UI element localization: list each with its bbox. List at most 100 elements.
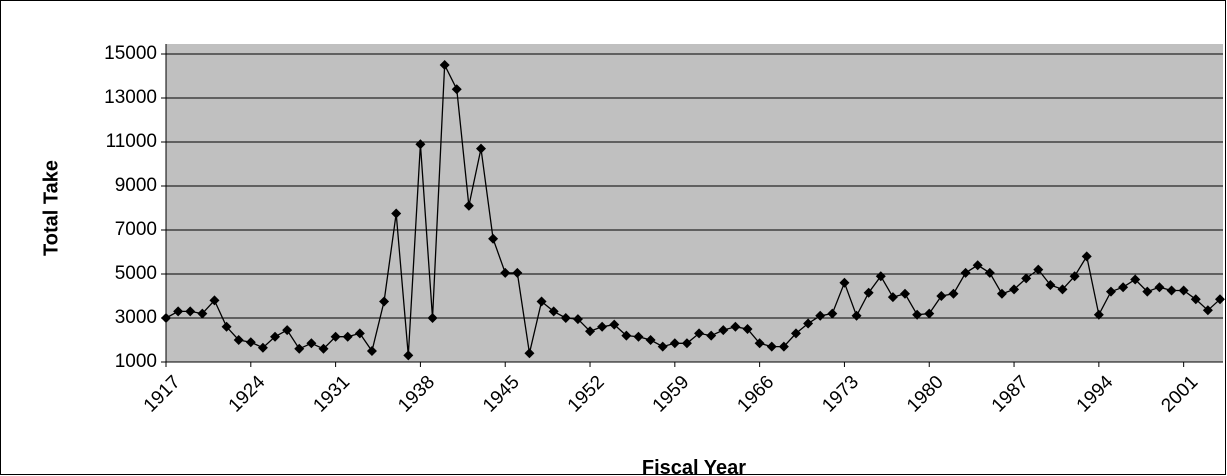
marker <box>851 310 862 321</box>
y-tick-label: 15000 <box>104 43 157 64</box>
marker <box>173 306 184 317</box>
y-tick-label: 7000 <box>115 219 157 240</box>
marker <box>1190 294 1201 305</box>
marker <box>197 308 208 319</box>
marker <box>730 321 741 332</box>
marker <box>1154 282 1165 293</box>
marker <box>500 267 511 278</box>
marker <box>936 291 947 301</box>
marker <box>839 277 850 288</box>
marker <box>718 325 729 336</box>
marker <box>1057 284 1068 295</box>
series-line <box>165 62 1221 356</box>
marker <box>294 343 305 354</box>
marker <box>1142 286 1153 297</box>
marker <box>948 288 959 299</box>
y-tick-label: 1000 <box>115 351 157 372</box>
marker <box>875 271 886 282</box>
marker <box>245 337 256 348</box>
marker <box>681 338 692 349</box>
marker <box>391 208 402 219</box>
marker <box>282 325 293 336</box>
marker <box>1081 251 1092 262</box>
y-tick-label: 11000 <box>106 131 157 152</box>
marker <box>972 260 983 271</box>
y-axis-title: Total Take <box>40 160 62 256</box>
marker <box>330 331 341 342</box>
marker <box>209 295 220 306</box>
marker <box>161 313 171 323</box>
marker <box>379 296 390 307</box>
marker <box>1033 264 1044 275</box>
marker <box>185 306 196 317</box>
marker <box>475 143 486 154</box>
marker <box>427 313 438 323</box>
marker <box>669 338 680 349</box>
marker <box>1093 309 1104 320</box>
marker <box>415 139 426 150</box>
marker <box>984 267 995 278</box>
marker <box>803 318 814 329</box>
marker <box>887 292 898 303</box>
marker <box>1045 280 1056 290</box>
marker <box>960 267 971 278</box>
marker <box>403 350 414 361</box>
marker <box>451 84 462 95</box>
marker <box>827 308 838 319</box>
marker <box>560 313 571 323</box>
marker <box>863 287 874 298</box>
marker <box>342 331 353 342</box>
y-tick-label: 3000 <box>115 307 157 328</box>
marker <box>1215 294 1225 305</box>
marker <box>1166 285 1177 296</box>
marker <box>694 328 705 339</box>
marker <box>270 331 281 342</box>
marker <box>439 60 450 70</box>
marker <box>766 341 777 352</box>
marker <box>597 321 608 332</box>
marker <box>1069 271 1080 282</box>
marker <box>585 326 596 337</box>
marker <box>536 296 547 307</box>
marker <box>657 341 668 352</box>
marker <box>548 306 559 317</box>
marker <box>1118 282 1129 293</box>
marker <box>754 338 765 349</box>
marker <box>706 330 717 341</box>
marker <box>1009 284 1020 295</box>
marker <box>221 321 232 332</box>
marker <box>488 233 499 244</box>
x-axis-title: Fiscal Year <box>642 457 746 476</box>
marker <box>609 319 620 330</box>
marker <box>1178 285 1189 296</box>
marker <box>257 342 268 353</box>
y-tick-label: 9000 <box>115 175 157 196</box>
marker <box>524 348 535 359</box>
plot-area <box>166 44 1223 362</box>
marker <box>924 308 935 319</box>
marker <box>1105 286 1116 297</box>
marker <box>633 331 644 342</box>
marker <box>621 330 632 341</box>
marker <box>512 267 523 278</box>
marker <box>306 338 317 349</box>
marker <box>318 343 329 354</box>
marker <box>790 328 801 339</box>
marker <box>645 335 656 345</box>
marker <box>233 335 244 345</box>
marker <box>815 310 826 321</box>
marker <box>912 309 923 320</box>
marker <box>742 324 753 334</box>
marker <box>1021 273 1032 284</box>
marker <box>463 200 474 211</box>
marker <box>572 314 583 325</box>
marker <box>1202 305 1213 316</box>
marker <box>1130 274 1141 285</box>
marker <box>996 288 1007 299</box>
marker <box>354 328 365 339</box>
marker <box>778 341 789 352</box>
y-tick-label: 5000 <box>115 263 157 284</box>
marker <box>366 346 377 356</box>
marker <box>900 288 911 299</box>
